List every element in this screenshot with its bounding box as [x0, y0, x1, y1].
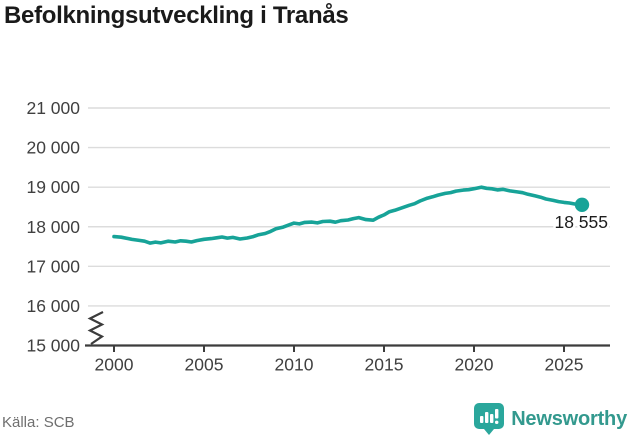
population-chart: 15 000 16 000 17 000 18 000 19 000 20 000 21 0…	[26, 98, 610, 375]
latest-point-marker	[574, 197, 590, 212]
y-tick-label: 20 000	[26, 138, 80, 158]
newsworthy-brand-link[interactable]: Newsworthy	[473, 402, 627, 436]
x-tick-label: 2025	[545, 355, 584, 375]
y-tick-label: 17 000	[26, 256, 80, 276]
x-tick-label: 2000	[95, 355, 134, 375]
x-tick-label: 2010	[275, 355, 314, 375]
x-tick-label: 2020	[455, 355, 494, 375]
x-tick-label: 2005	[185, 355, 224, 375]
brand-name: Newsworthy	[511, 407, 627, 430]
y-tick-label: 16 000	[26, 296, 80, 316]
newsworthy-logo-icon	[474, 403, 505, 435]
population-line	[112, 185, 584, 245]
page-title: Befolkningsutveckling i Tranås	[4, 2, 349, 29]
latest-value-label: 18 555	[554, 212, 608, 232]
y-tick-label: 21 000	[26, 98, 80, 118]
bar-chart-glyph	[480, 409, 499, 424]
y-tick-label: 18 000	[26, 217, 80, 237]
axis-break-icon	[87, 311, 105, 345]
y-tick-label: 15 000	[26, 336, 80, 356]
speech-bubble-shape	[474, 403, 505, 435]
x-tick-label: 2015	[365, 355, 404, 375]
y-tick-label: 19 000	[26, 177, 80, 197]
source-label: Källa: SCB	[2, 414, 75, 431]
